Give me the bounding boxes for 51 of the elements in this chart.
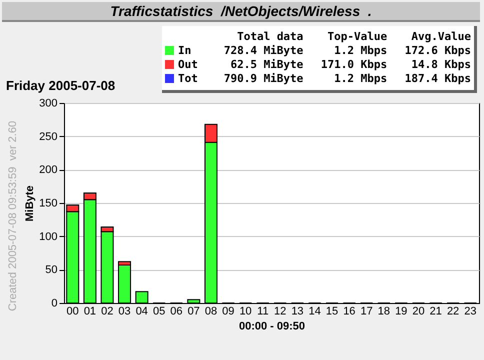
x-tick-label: 15 <box>326 306 338 318</box>
text: 187.4 Kbps <box>404 72 472 86</box>
chart-subtitle: Friday 2005-07-08 <box>6 78 116 93</box>
x-tick-label: 01 <box>84 306 96 318</box>
text: 728.4 MiByte <box>222 44 304 58</box>
text: 62.5 MiByte <box>229 58 304 72</box>
x-tick-label: 06 <box>170 306 183 318</box>
x-tick-label: 04 <box>136 306 148 318</box>
y-tick-label: 150 <box>39 198 58 210</box>
text: Created 2005-07-08 09:53:59 ver 2.60 <box>7 120 19 314</box>
x-tick-label: 13 <box>291 306 304 318</box>
y-tick-label: 250 <box>39 130 58 143</box>
x-tick-label: 18 <box>378 306 390 318</box>
x-tick-label: 17 <box>360 306 373 318</box>
y-tick-label: 50 <box>45 264 58 276</box>
y-axis-title: MiByte <box>24 185 36 222</box>
legend-label: In <box>177 44 192 58</box>
x-tick-label: 08 <box>204 306 218 318</box>
x-tick-label: 10 <box>239 306 252 318</box>
text: 1.2 Mbps <box>333 44 388 58</box>
legend-label: Tot <box>177 72 199 86</box>
y-tick-label: 200 <box>39 164 58 176</box>
text: 1.2 Mbps <box>333 72 388 86</box>
x-tick-label: 11 <box>257 306 269 318</box>
text: Avg.Value <box>410 30 472 44</box>
legend-label: Out <box>177 58 199 72</box>
text: 172.6 Kbps <box>404 44 472 58</box>
text: 14.8 Kbps <box>410 58 472 72</box>
x-tick-label: 23 <box>464 306 476 318</box>
x-tick-label: 19 <box>395 306 408 318</box>
chart-title: Trafficstatistics /NetObjects/Wireless . <box>2 2 480 22</box>
text: 171.0 Kbps <box>320 58 388 72</box>
x-tick-label: 22 <box>446 306 460 318</box>
x-tick-label: 21 <box>430 306 442 318</box>
x-tick-label: 12 <box>274 306 286 318</box>
text: 790.9 MiByte <box>222 72 304 86</box>
y-tick-label: 0 <box>51 298 58 310</box>
x-tick-label: 16 <box>343 306 356 318</box>
x-tick-label: 00 <box>66 306 79 318</box>
x-tick-label: 14 <box>308 306 321 318</box>
y-tick-label: 100 <box>39 230 58 243</box>
x-tick-label: 09 <box>222 306 234 318</box>
x-tick-label: 20 <box>412 306 425 318</box>
x-tick-label: 02 <box>101 306 114 318</box>
x-tick-label: 05 <box>152 306 166 318</box>
x-tick-label: 07 <box>188 306 200 318</box>
text: Top-Value <box>326 30 388 44</box>
y-tick-label: 300 <box>39 98 58 110</box>
x-axis-title: 00:00 - 09:50 <box>238 320 306 332</box>
x-tick-label: 03 <box>118 306 131 318</box>
text: Total data <box>236 30 304 44</box>
